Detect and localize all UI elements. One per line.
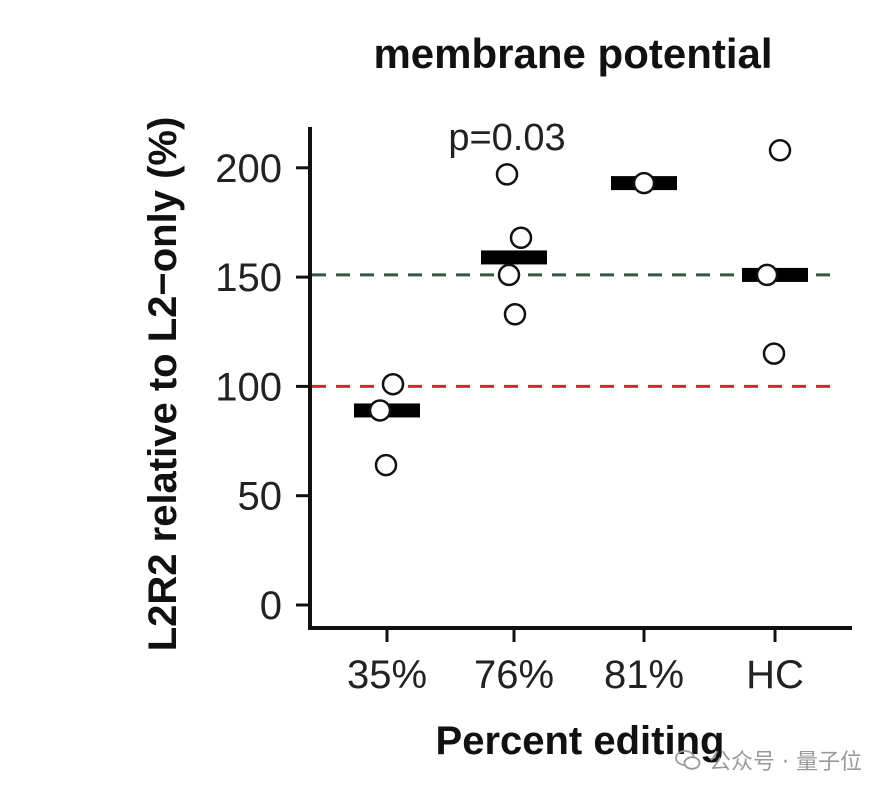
y-tick-label-2: 100 (215, 365, 282, 409)
data-point-1-2 (497, 263, 521, 287)
data-point-3-1 (755, 263, 779, 287)
x-tick-label-1: 76% (474, 653, 554, 697)
chart-title: membrane potential (373, 30, 772, 77)
data-point-1-3 (503, 303, 527, 326)
x-tick-label-3: HC (746, 653, 804, 697)
data-point-3-2 (762, 342, 786, 365)
x-tick-label-0: 35% (347, 653, 427, 697)
data-point-3-0 (768, 139, 792, 162)
y-tick-label-4: 200 (215, 147, 282, 191)
median-bars (354, 176, 808, 418)
y-axis-title: L2R2 relative to L2−only (%) (141, 117, 185, 652)
y-ticks: 0 50 100 150 200 (215, 147, 310, 628)
data-points (368, 139, 792, 477)
y-tick-label-3: 150 (215, 256, 282, 300)
data-point-0-0 (381, 372, 405, 396)
wechat-icon (675, 750, 701, 770)
annotations: p=0.03 (448, 117, 565, 159)
data-point-0-1 (368, 399, 392, 422)
x-tick-label-2: 81% (604, 653, 684, 697)
data-point-1-0 (495, 163, 519, 186)
x-ticks: 35% 76% 81% HC (347, 628, 804, 697)
data-point-0-2 (374, 453, 398, 477)
data-point-2-0 (632, 171, 656, 195)
median-bar-1 (481, 250, 547, 265)
watermark-text: 公众号 · 量子位 (709, 750, 862, 775)
y-tick-label-0: 0 (260, 584, 282, 628)
watermark: 公众号 · 量子位 (675, 744, 862, 776)
reference-lines (312, 273, 836, 388)
data-point-1-1 (509, 226, 533, 250)
y-tick-label-1: 50 (238, 475, 283, 519)
annotation-0: p=0.03 (448, 117, 565, 159)
